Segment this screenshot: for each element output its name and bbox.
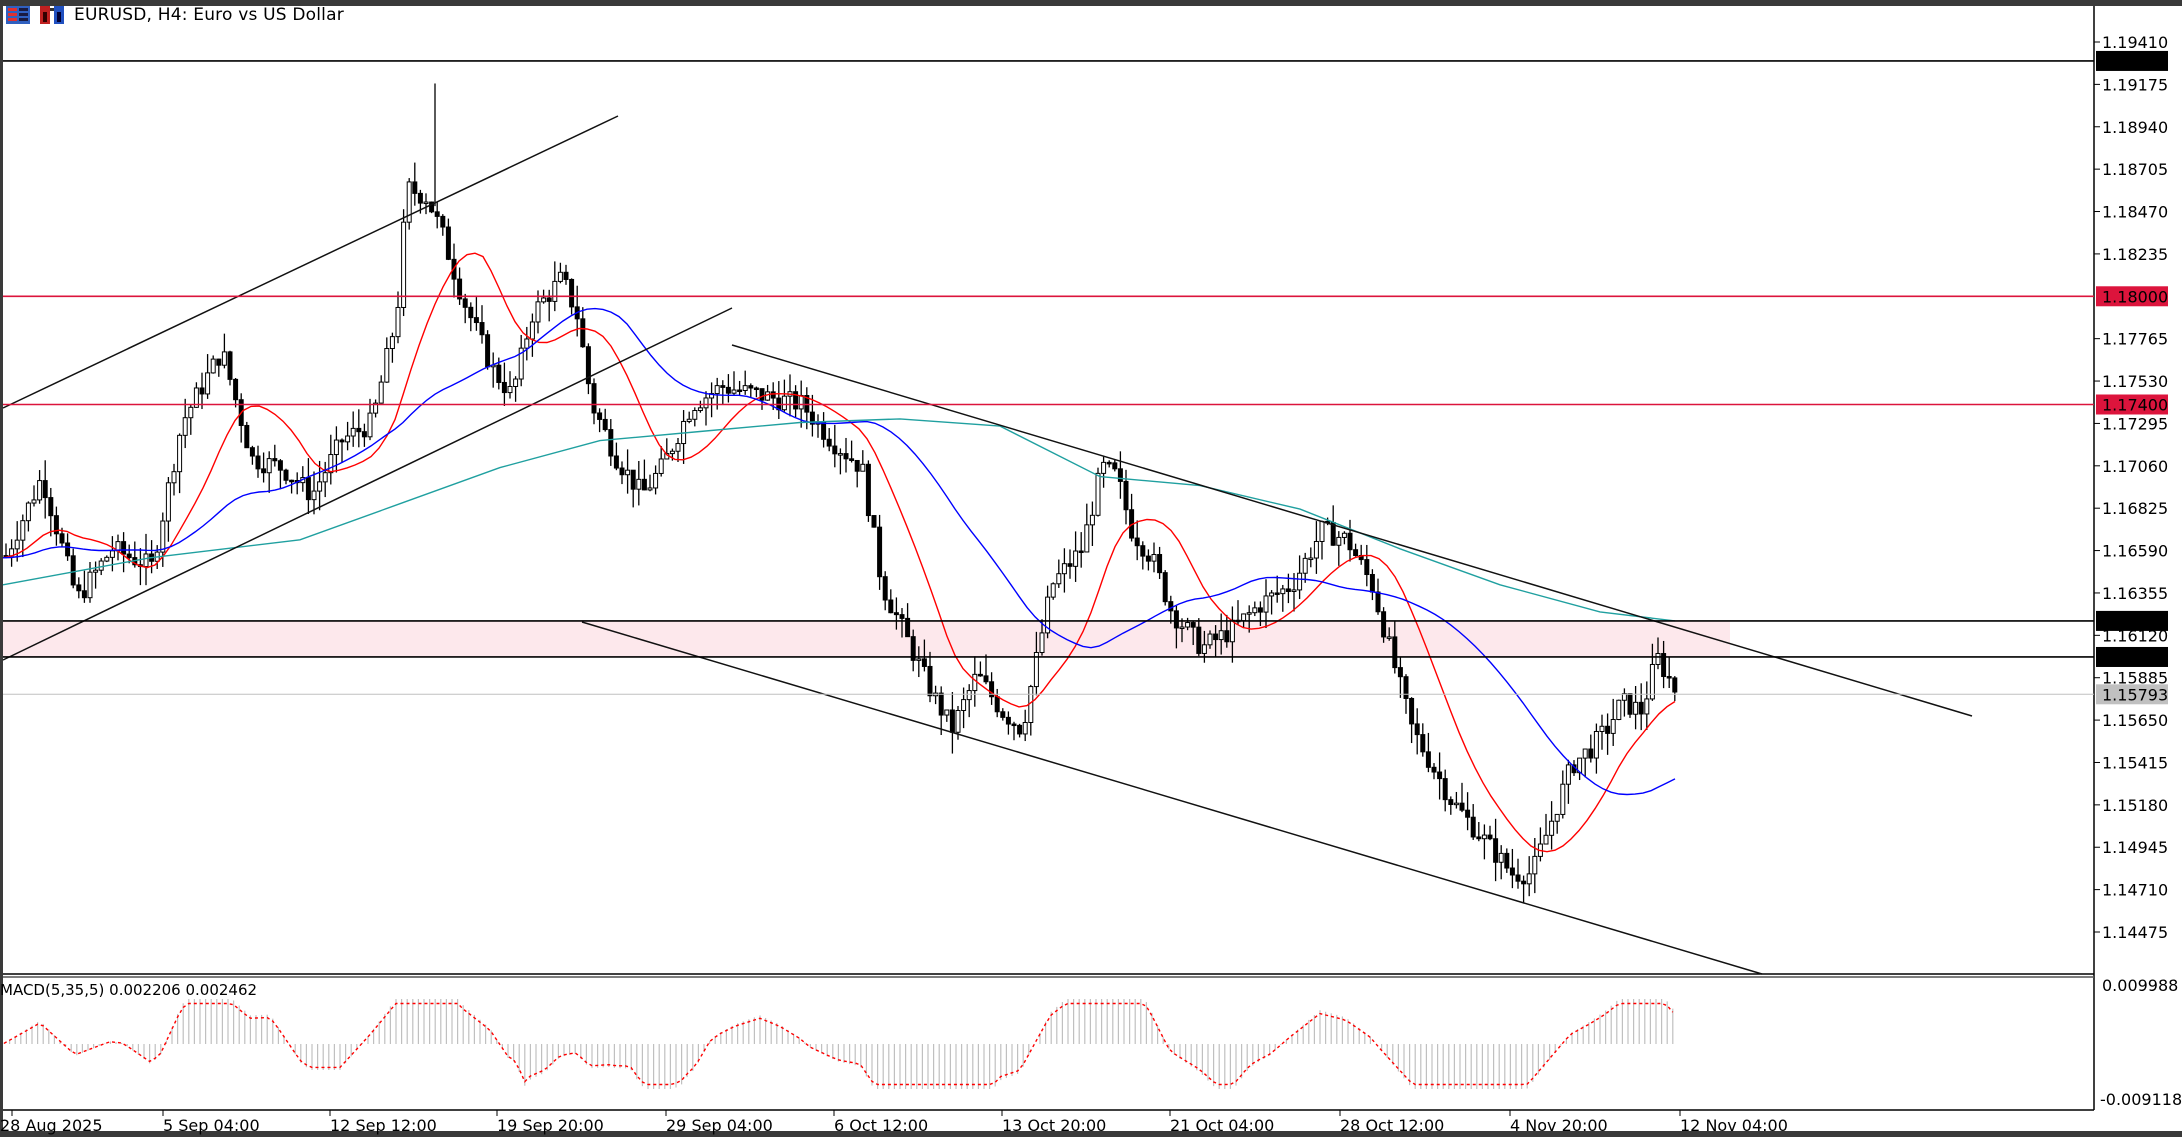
- svg-text:12 Sep 12:00: 12 Sep 12:00: [330, 1116, 437, 1135]
- svg-text:28 Aug 2025: 28 Aug 2025: [0, 1116, 103, 1135]
- svg-text:1.15180: 1.15180: [2102, 796, 2168, 815]
- svg-text:1.14945: 1.14945: [2102, 838, 2168, 857]
- svg-text:1.17530: 1.17530: [2102, 372, 2168, 391]
- ma-fast-line: [2, 252, 1676, 853]
- svg-text:1.16120: 1.16120: [2102, 626, 2168, 645]
- svg-text:1.19410: 1.19410: [2102, 33, 2168, 52]
- svg-text:1.15650: 1.15650: [2102, 711, 2168, 730]
- level-1.16000-label: [2096, 646, 2168, 667]
- macd-pane: MACD(5,35,5) 0.002206 0.002462 0.009988 -0…: [0, 976, 2182, 1109]
- svg-text:1.16000: 1.16000: [2102, 648, 2168, 667]
- svg-text:29 Sep 04:00: 29 Sep 04:00: [666, 1116, 773, 1135]
- svg-text:-0.009118: -0.009118: [2100, 1090, 2182, 1109]
- svg-text:1.17765: 1.17765: [2102, 330, 2168, 349]
- svg-text:19 Sep 20:00: 19 Sep 20:00: [497, 1116, 604, 1135]
- svg-text:1.14475: 1.14475: [2102, 923, 2168, 942]
- svg-text:1.14710: 1.14710: [2102, 881, 2168, 900]
- svg-text:1.16590: 1.16590: [2102, 542, 2168, 561]
- svg-text:12 Nov 04:00: 12 Nov 04:00: [1680, 1116, 1788, 1135]
- svg-text:1.19175: 1.19175: [2102, 75, 2168, 94]
- level-1.16200-label: [2096, 610, 2168, 631]
- svg-text:4 Nov 20:00: 4 Nov 20:00: [1510, 1116, 1608, 1135]
- macd-label: MACD(5,35,5) 0.002206 0.002462: [0, 981, 257, 999]
- svg-text:5 Sep 04:00: 5 Sep 04:00: [163, 1116, 260, 1135]
- chart-title: EURUSD, H4: Euro vs US Dollar: [74, 5, 344, 25]
- ascending-channel-lower-trendline[interactable]: [2, 307, 733, 661]
- chart-title-bar: EURUSD, H4: Euro vs US Dollar: [6, 4, 344, 26]
- chart-grid-icon[interactable]: [6, 6, 30, 24]
- svg-text:1.18470: 1.18470: [2102, 203, 2168, 222]
- svg-text:21 Oct 04:00: 21 Oct 04:00: [1170, 1116, 1274, 1135]
- svg-text:1.15885: 1.15885: [2102, 669, 2168, 688]
- ma-mid-line: [2, 307, 1676, 796]
- descending-channel-upper-trendline[interactable]: [731, 344, 1973, 717]
- ma-slow-line: [2, 418, 1676, 622]
- svg-text:6 Oct 12:00: 6 Oct 12:00: [834, 1116, 928, 1135]
- svg-text:1.15793: 1.15793: [2102, 685, 2168, 704]
- svg-text:13 Oct 20:00: 13 Oct 20:00: [1002, 1116, 1106, 1135]
- svg-text:1.18705: 1.18705: [2102, 160, 2168, 179]
- svg-text:1.16200: 1.16200: [2102, 612, 2168, 631]
- support-zone: [3, 620, 1730, 657]
- time-axis: 28 Aug 2025 5 Sep 04:00 12 Sep 12:00 19 Sep…: [0, 1110, 1788, 1135]
- level-1.17400-label: [2096, 394, 2168, 415]
- svg-text:1.19305: 1.19305: [2102, 52, 2168, 71]
- svg-text:1.18940: 1.18940: [2102, 118, 2168, 137]
- svg-text:1.17060: 1.17060: [2102, 457, 2168, 476]
- svg-text:1.15415: 1.15415: [2102, 753, 2168, 772]
- svg-text:1.17295: 1.17295: [2102, 414, 2168, 433]
- price-axis: 1.19410 1.19175 1.18940 1.18705 1.18470 1.182…: [2094, 33, 2168, 942]
- svg-text:0.009988: 0.009988: [2102, 976, 2178, 995]
- descending-channel-lower-trendline[interactable]: [581, 621, 1763, 975]
- svg-text:1.16355: 1.16355: [2102, 584, 2168, 603]
- svg-text:1.16825: 1.16825: [2102, 499, 2168, 518]
- level-1.15793-label: [2096, 684, 2168, 705]
- level-1.18000-label: [2096, 286, 2168, 307]
- level-1.19305-label: [2096, 50, 2168, 71]
- ascending-channel-upper-trendline[interactable]: [2, 115, 619, 409]
- svg-text:1.17400: 1.17400: [2102, 395, 2168, 414]
- svg-text:28 Oct 12:00: 28 Oct 12:00: [1340, 1116, 1444, 1135]
- svg-text:1.18000: 1.18000: [2102, 287, 2168, 306]
- svg-text:1.18235: 1.18235: [2102, 245, 2168, 264]
- trade-panel-icon[interactable]: [40, 6, 64, 24]
